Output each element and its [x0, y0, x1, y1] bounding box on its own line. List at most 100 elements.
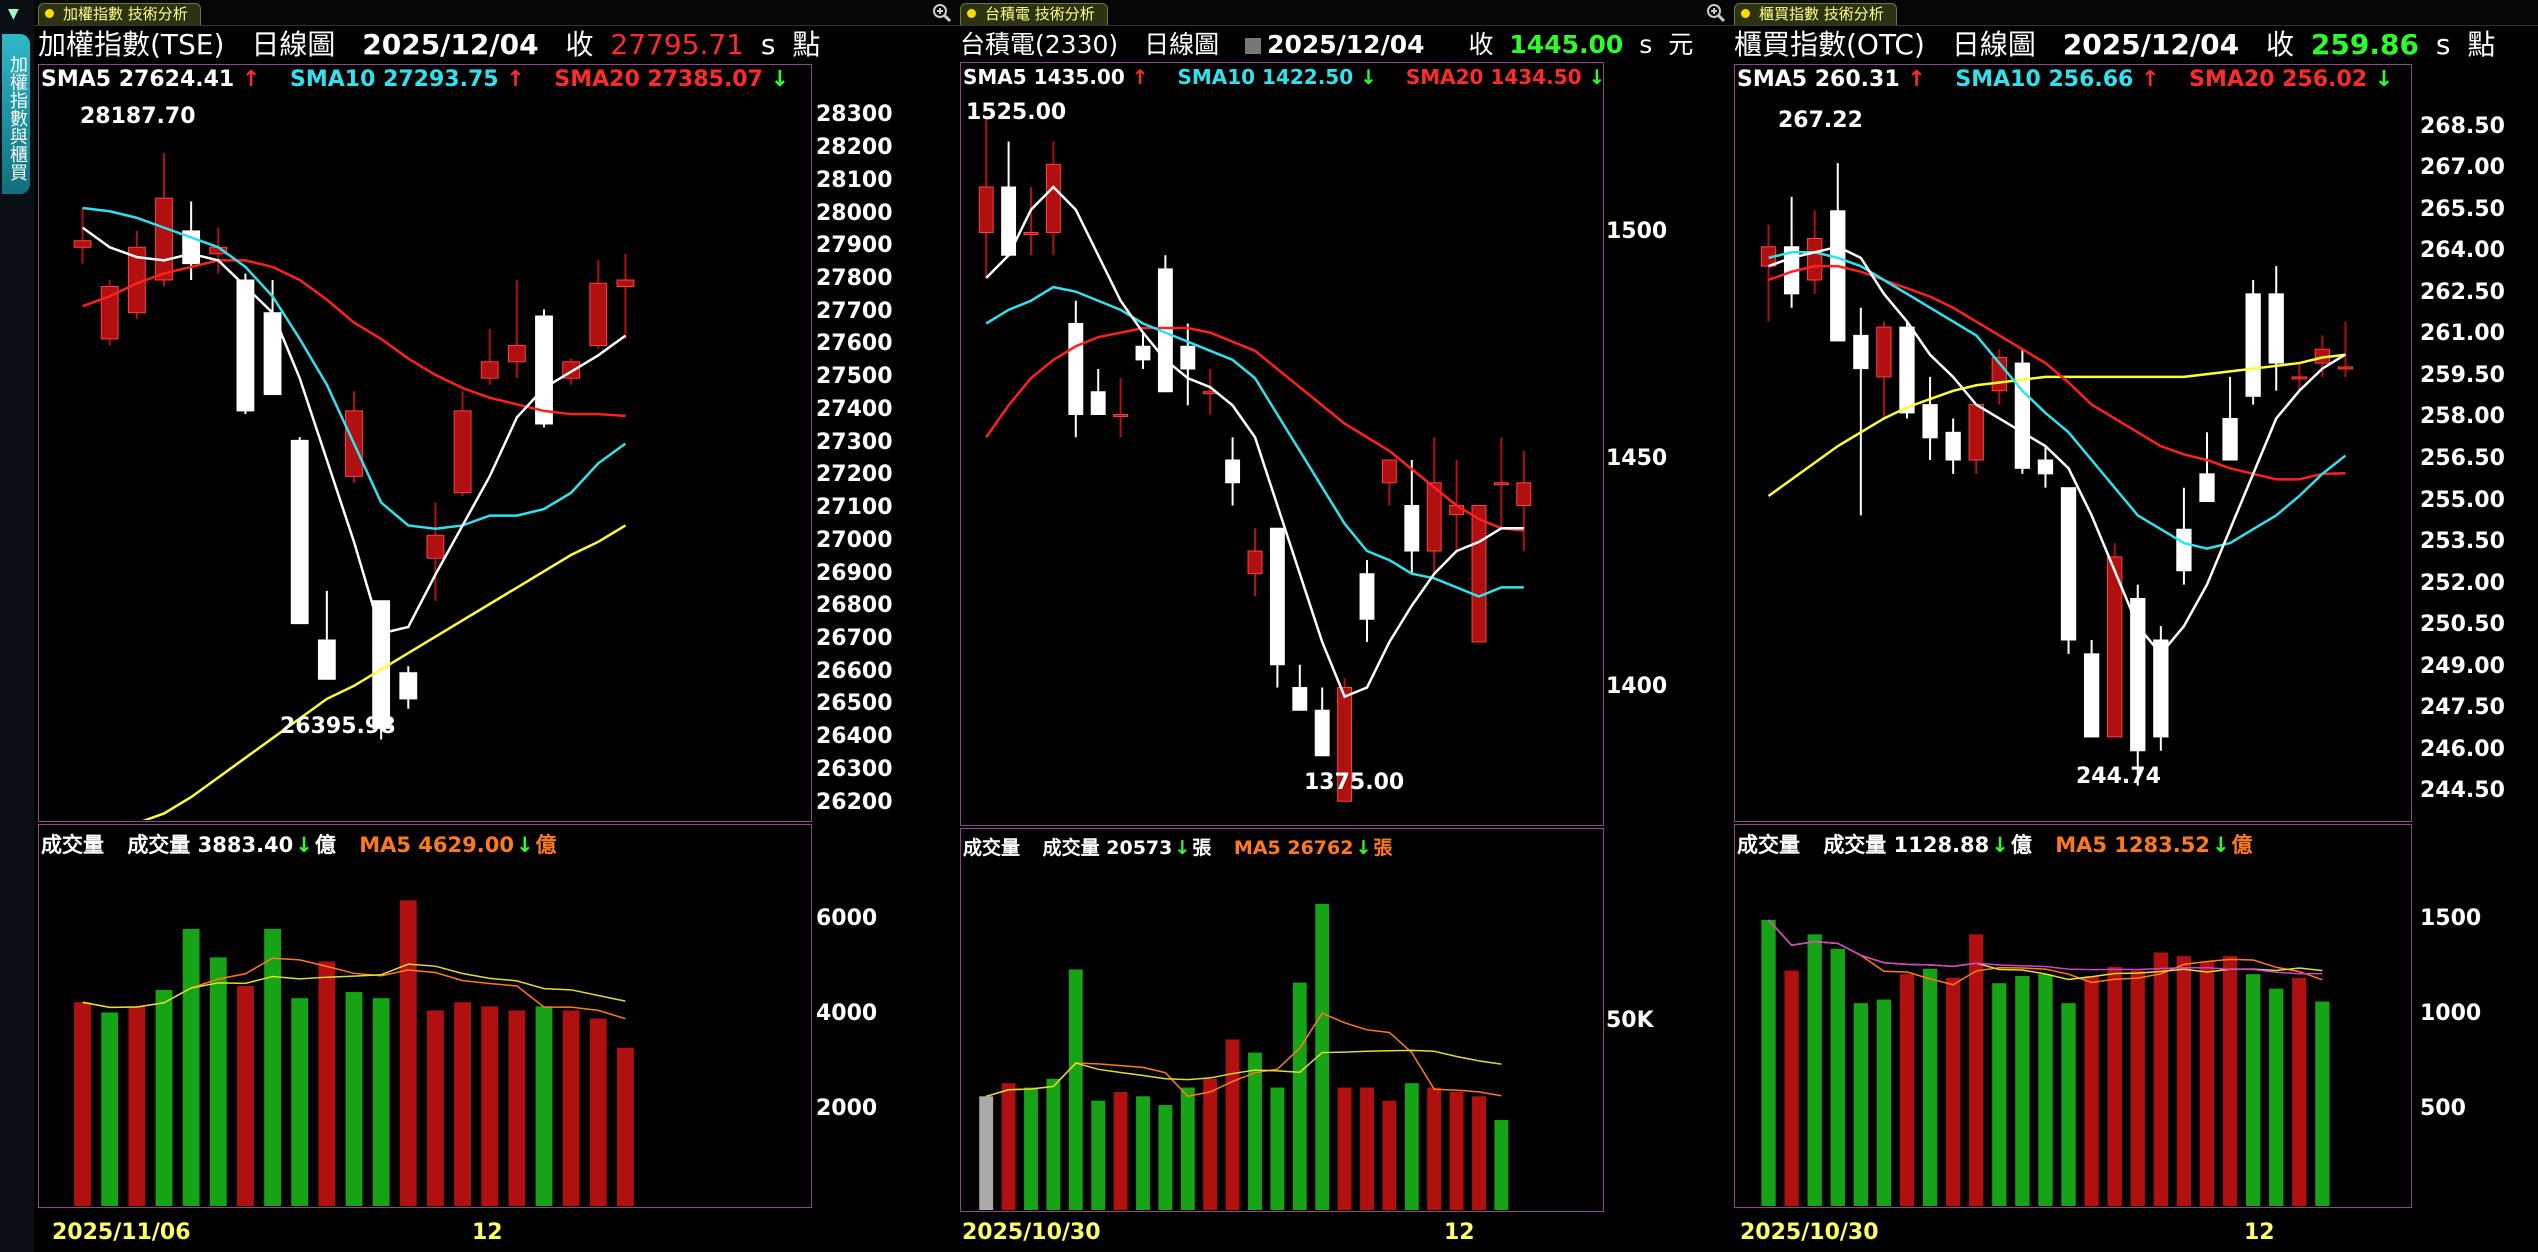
date-label: 2025/12/04 [2062, 28, 2240, 61]
price-axis-label: 262.50 [2420, 279, 2505, 305]
volume-bar [1922, 968, 1938, 1206]
price-chart[interactable] [39, 100, 811, 820]
instrument-name: 台積電(2330) [960, 30, 1119, 59]
sma10-arrow-icon: ↑ [2141, 67, 2160, 92]
volume-ma5: MA5 4629.00 [359, 833, 514, 857]
date-axis-mid: 12 [2244, 1220, 2275, 1245]
candle-body [1045, 163, 1061, 233]
price-frame: SMA5 260.31 ↑ SMA10 256.66 ↑ SMA20 256.0… [1734, 64, 2412, 822]
candle-body [978, 186, 994, 233]
sma20-arrow-icon: ↓ [2374, 67, 2394, 92]
price-axis-label: 244.50 [2420, 778, 2505, 804]
zoom-icon[interactable] [1706, 3, 1726, 23]
candle-body [1830, 210, 1846, 342]
volume-frame: 成交量 成交量 20573 ↓ 張 MA5 26762 ↓ 張 [960, 828, 1604, 1212]
volume-bar [2199, 961, 2215, 1206]
collapse-arrow-icon[interactable]: ▼ [8, 6, 19, 22]
volume-bar [979, 1096, 994, 1210]
candle-body [480, 361, 499, 379]
volume-bar [372, 998, 390, 1206]
price-axis-label: 26500 [816, 691, 893, 717]
sma-legend: SMA5 1435.00 ↑ SMA10 1422.50 ↓ SMA20 143… [963, 65, 1627, 89]
volume-legend: 成交量 成交量 3883.40↓億 MA5 4629.00↓億 [41, 829, 573, 859]
sma10-legend: SMA10 1422.50 [1177, 65, 1354, 89]
panel-tab[interactable]: 加權指數 技術分析 [38, 3, 201, 25]
volume-bar [1068, 969, 1083, 1210]
volume-ma5-arrow-icon: ↓ [2211, 833, 2230, 857]
price-axis-label: 27700 [816, 298, 893, 324]
panel-tab[interactable]: 台積電 技術分析 [960, 3, 1108, 25]
date-axis-mid: 12 [472, 1220, 503, 1245]
volume-bar [74, 1002, 91, 1206]
price-chart[interactable] [961, 96, 1603, 824]
sma60-line [1767, 353, 2346, 498]
volume-bar [1427, 1087, 1442, 1210]
panel-tab[interactable]: 櫃買指數 技術分析 [1734, 3, 1897, 25]
candle-body [1225, 459, 1241, 484]
low-callout: 244.74 [2076, 764, 2161, 789]
price-chart[interactable] [1735, 100, 2411, 820]
volume-bar [1091, 1100, 1106, 1210]
volume-bar [617, 1047, 634, 1206]
sma5-arrow-icon: ↑ [1907, 67, 1926, 92]
volume-chart[interactable] [1735, 860, 2411, 1206]
candle-body [2245, 293, 2261, 397]
close-label: 收 [2265, 28, 2294, 61]
sma20-legend: SMA20 27385.07 [554, 67, 763, 92]
volume-frame: 成交量 成交量 3883.40↓億 MA5 4629.00↓億 [38, 824, 812, 1208]
candle-body [589, 282, 608, 346]
price-axis-label: 27800 [816, 266, 893, 291]
date-axis-start: 2025/11/06 [52, 1220, 191, 1245]
period-label[interactable]: 日線圖 [1951, 28, 2036, 61]
sidebar-tab-index[interactable]: 加權指數與櫃買 [2, 34, 30, 194]
panel-tabbar: 加權指數 技術分析 [34, 0, 956, 26]
volume-ma10-line [985, 1049, 1502, 1098]
candle-body [507, 344, 526, 363]
sma20-legend: SMA20 256.02 [2189, 67, 2368, 92]
candle-body [73, 240, 92, 248]
chart-header: 加權指數(TSE) 日線圖 2025/12/04 收 27795.71 s 點 [38, 26, 838, 64]
s-marker: s [760, 28, 776, 61]
volume-chart[interactable] [39, 860, 811, 1206]
price-axis-label: 265.50 [2420, 196, 2505, 222]
candle-body [2222, 417, 2238, 461]
volume-bar [1830, 948, 1845, 1206]
price-axis-label: 27500 [816, 364, 893, 390]
volume-bar [318, 961, 336, 1206]
volume-bar [562, 1010, 580, 1206]
volume-bar [345, 992, 363, 1206]
volume-bar [2315, 1001, 2330, 1206]
price-axis-label: 249.00 [2420, 653, 2505, 679]
price-axis-label: 268.50 [2420, 113, 2505, 139]
s-marker: s [2435, 28, 2451, 61]
volume-bar [1494, 1120, 1509, 1210]
volume-ma20-line [1767, 919, 2323, 975]
candle-body [1807, 237, 1823, 281]
period-label[interactable]: 日線圖 [1144, 30, 1220, 59]
volume-axis-label: 500 [2420, 1096, 2466, 1121]
volume-bar [1248, 1052, 1262, 1210]
volume-ma5-unit: 張 [1373, 837, 1393, 859]
volume-value: 成交量 20573 [1042, 837, 1173, 859]
zoom-icon[interactable] [932, 3, 952, 23]
candle-body [1876, 326, 1892, 378]
volume-bar [1225, 1039, 1240, 1210]
calendar-icon[interactable] [1245, 38, 1262, 54]
date-label: 2025/12/04 [362, 28, 539, 61]
volume-unit: 億 [314, 833, 336, 857]
candle-body [2337, 366, 2354, 370]
panel-tse: 加權指數 技術分析 加權指數(TSE) 日線圖 2025/12/04 收 277… [34, 0, 956, 1252]
volume-bar [1270, 1087, 1285, 1210]
volume-bar [264, 928, 281, 1206]
candle-body [1135, 345, 1151, 361]
chart-header: 櫃買指數(OTC) 日線圖 2025/12/04 收 259.86 s 點 [1734, 26, 2513, 64]
price-axis-label: 264.00 [2420, 238, 2505, 264]
volume-ma5-arrow-icon: ↓ [1355, 837, 1372, 859]
volume-chart[interactable] [961, 862, 1603, 1210]
sma10-line [985, 285, 1524, 598]
period-label[interactable]: 日線圖 [251, 28, 336, 61]
date-axis-mid: 12 [1444, 1220, 1475, 1245]
candle-body [2176, 528, 2192, 572]
volume-bar [454, 1002, 471, 1206]
volume-bar [1001, 1083, 1016, 1210]
